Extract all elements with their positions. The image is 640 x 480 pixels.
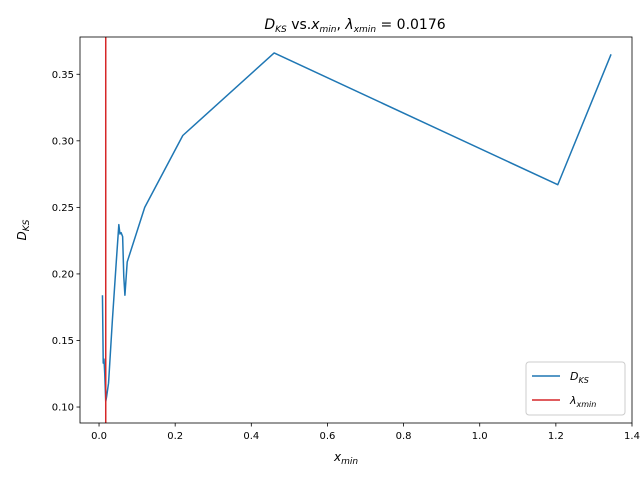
chart-title: DKS vs.xmin, λxmin = 0.0176 <box>264 17 445 35</box>
y-tick-label: 0.35 <box>52 70 74 81</box>
x-tick-label: 0.0 <box>91 431 107 442</box>
x-tick-label: 1.0 <box>472 431 488 442</box>
y-tick-label: 0.15 <box>52 336 74 347</box>
y-axis-ticks: 0.10 0.15 0.20 0.25 0.30 0.35 <box>52 70 80 414</box>
x-tick-label: 0.8 <box>396 431 412 442</box>
x-tick-label: 1.2 <box>548 431 564 442</box>
y-tick-label: 0.20 <box>52 269 74 280</box>
plot-area <box>80 37 632 423</box>
y-axis-label: DKS <box>15 219 32 240</box>
plot-frame <box>79 36 633 424</box>
x-tick-label: 0.6 <box>319 431 335 442</box>
x-axis-ticks: 0.0 0.2 0.4 0.6 0.8 1.0 1.2 1.4 <box>91 423 640 442</box>
x-tick-label: 0.4 <box>243 431 259 442</box>
y-tick-label: 0.10 <box>52 403 74 414</box>
x-axis-label: xmin <box>333 450 358 467</box>
x-tick-label: 1.4 <box>624 431 640 442</box>
legend: DKS λxmin <box>525 361 626 416</box>
y-tick-label: 0.30 <box>52 136 74 147</box>
x-tick-label: 0.2 <box>167 431 183 442</box>
legend-label-lambda: λxmin <box>569 394 596 409</box>
legend-label-dks: DKS <box>570 370 589 385</box>
y-tick-label: 0.25 <box>52 203 74 214</box>
